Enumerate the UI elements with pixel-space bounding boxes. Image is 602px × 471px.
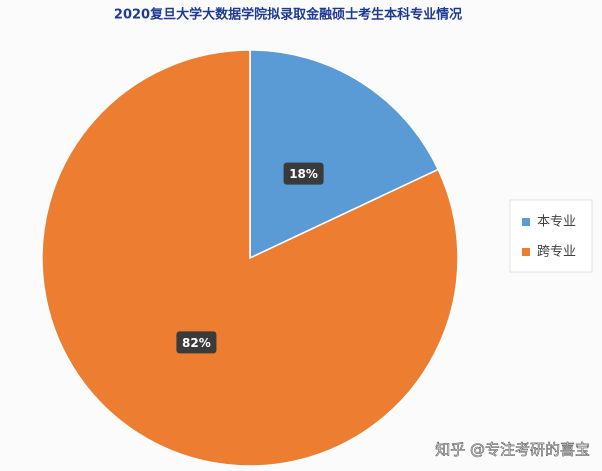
legend-swatch xyxy=(522,248,530,256)
chart-title: 2020复旦大学大数据学院拟录取金融硕士考生本科专业情况 xyxy=(114,7,462,23)
label-box xyxy=(283,162,324,185)
value-label: 82% xyxy=(182,336,211,350)
label-box xyxy=(176,331,217,354)
legend-box xyxy=(509,199,593,273)
pie-slice xyxy=(41,49,459,467)
legend-label: 本专业 xyxy=(537,215,576,230)
watermark: 知乎 @专注考研的喜宝 xyxy=(435,441,590,459)
legend-label: 跨专业 xyxy=(537,245,576,260)
legend-swatch xyxy=(522,218,530,226)
value-label: 18% xyxy=(289,167,318,181)
pie-slice xyxy=(249,49,440,260)
